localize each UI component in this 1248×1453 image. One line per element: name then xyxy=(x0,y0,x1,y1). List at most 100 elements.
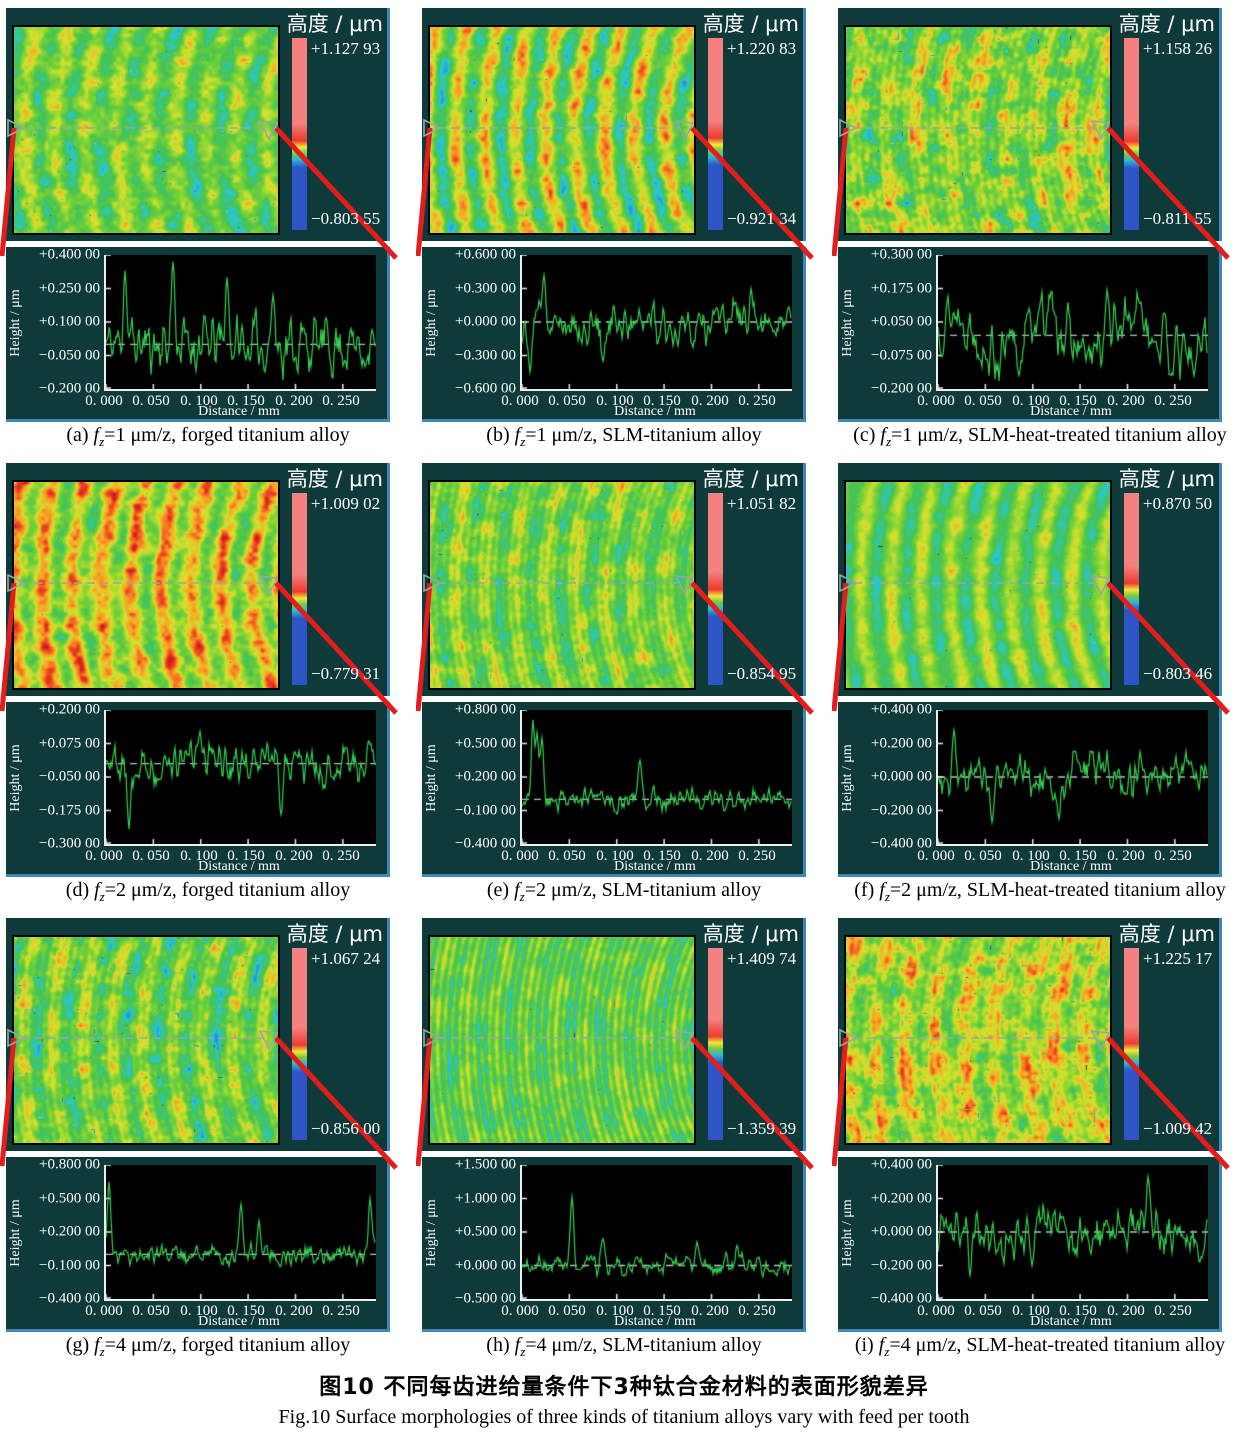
height-map-block: 高度 / μm +1.158 26 −0.811 55 xyxy=(838,8,1222,241)
colorbar-max-label: +1.225 17 xyxy=(1143,949,1213,968)
colorbar-max-label: +1.067 24 xyxy=(311,949,381,968)
x-tick-label: 0. 100 xyxy=(596,1303,634,1319)
x-tick-label: 0. 050 xyxy=(132,393,170,409)
profile-x-axis-title: Distance / mm xyxy=(198,859,280,874)
y-tick-label: +0.300 00 xyxy=(871,246,932,263)
caption-variable: f xyxy=(514,424,521,446)
profile-block: Height / μm +0.300 00 +0.175 00 +0.050 0… xyxy=(838,247,1222,422)
x-tick-label: 0. 000 xyxy=(85,848,123,864)
caption-label: (c) xyxy=(853,424,881,446)
y-tick-label: +0.400 00 xyxy=(871,1156,932,1173)
height-map-block: 高度 / μm +1.409 74 −1.359 39 xyxy=(422,918,806,1151)
profile-x-axis: 0. 000 0. 050 0. 100 0. 150 0. 200 0. 25… xyxy=(917,1303,1208,1319)
profile-plot xyxy=(936,710,1208,846)
colorbar xyxy=(292,948,307,1140)
y-tick-label: −0.075 00 xyxy=(871,347,932,363)
x-tick-label: 0. 050 xyxy=(548,848,586,864)
caption-text: =2 μm/z, forged titanium alloy xyxy=(104,879,351,901)
figure-panel: 高度 / μm +1.009 02 −0.779 31 Height / μm … xyxy=(0,455,416,910)
y-tick-label: +0.800 00 xyxy=(39,1156,100,1173)
profile-x-axis-title: Distance / mm xyxy=(1030,859,1112,874)
profile-plot xyxy=(104,255,376,391)
colorbar-min-label: −0.811 55 xyxy=(1143,209,1212,228)
profile-x-axis-title: Distance / mm xyxy=(1030,404,1112,419)
y-tick-label: +0.175 00 xyxy=(871,280,932,296)
colorbar-min-label: −1.359 39 xyxy=(727,1119,797,1138)
x-tick-label: 0. 050 xyxy=(548,1303,586,1319)
y-tick-label: +0.200 00 xyxy=(39,701,100,718)
y-tick-label: −0.300 00 xyxy=(455,347,516,363)
x-tick-label: 0. 100 xyxy=(596,848,634,864)
profile-y-axis: +0.800 00 +0.500 00 +0.200 00 −0.100 00 … xyxy=(436,702,516,852)
caption-text: =1 μm/z, SLM-heat-treated titanium alloy xyxy=(891,424,1227,446)
surface-height-map xyxy=(12,25,280,235)
x-tick-label: 0. 150 xyxy=(227,1303,265,1319)
profile-line-canvas xyxy=(106,255,376,389)
x-tick-label: 0. 250 xyxy=(738,1303,776,1319)
caption-text: =1 μm/z, forged titanium alloy xyxy=(104,424,350,446)
colorbar xyxy=(708,38,723,230)
caption-text: =4 μm/z, SLM-heat-treated titanium alloy xyxy=(889,1334,1226,1356)
caption-variable: f xyxy=(878,1334,885,1356)
profile-plot xyxy=(104,1165,376,1301)
profile-y-axis: +0.400 00 +0.200 00 +0.000 00 −0.200 00 … xyxy=(852,1157,932,1307)
x-tick-label: 0. 050 xyxy=(132,848,170,864)
y-tick-label: +0.500 00 xyxy=(39,1190,100,1206)
y-tick-label: +0.200 00 xyxy=(871,1190,932,1206)
x-tick-label: 0. 150 xyxy=(643,848,681,864)
colorbar-max-label: +0.870 50 xyxy=(1143,494,1213,513)
x-tick-label: 0. 100 xyxy=(180,393,218,409)
profile-x-axis-title: Distance / mm xyxy=(614,859,696,874)
y-tick-label: −0.200 00 xyxy=(871,1257,932,1273)
caption-variable: f xyxy=(879,879,885,901)
colorbar xyxy=(292,493,307,685)
figure-panel: 高度 / μm +1.220 83 −0.921 34 Height / μm … xyxy=(416,0,832,455)
x-tick-label: 0. 000 xyxy=(917,1303,955,1319)
y-tick-label: −0.175 00 xyxy=(39,802,100,818)
profile-plot xyxy=(936,1165,1208,1301)
y-tick-label: −0.050 00 xyxy=(39,347,100,363)
figure-panel: 高度 / μm +1.225 17 −1.009 42 Height / μm … xyxy=(832,910,1248,1365)
profile-y-axis: +0.800 00 +0.500 00 +0.200 00 −0.100 00 … xyxy=(20,1157,100,1307)
x-tick-label: 0. 000 xyxy=(501,848,539,864)
colorbar-title: 高度 / μm xyxy=(1118,922,1215,946)
profile-y-axis: +1.500 00 +1.000 00 +0.500 00 +0.000 00 … xyxy=(436,1157,516,1307)
x-tick-label: 0. 050 xyxy=(964,1303,1002,1319)
colorbar-min-label: −0.803 55 xyxy=(311,209,381,228)
caption-label: (e) xyxy=(486,879,515,901)
caption-text: =4 μm/z, forged titanium alloy xyxy=(104,1334,351,1356)
y-tick-label: +1.500 00 xyxy=(455,1156,516,1173)
profile-plot xyxy=(104,710,376,846)
colorbar xyxy=(708,493,723,685)
y-tick-label: −0.400 00 xyxy=(871,1290,932,1307)
caption-label: (f) xyxy=(854,879,880,901)
y-tick-label: +0.200 00 xyxy=(871,735,932,751)
x-tick-label: 0. 050 xyxy=(548,393,586,409)
profile-line-canvas xyxy=(106,710,376,844)
x-tick-label: 0. 250 xyxy=(322,393,360,409)
profile-x-axis: 0. 000 0. 050 0. 100 0. 150 0. 200 0. 25… xyxy=(85,1303,376,1319)
x-tick-label: 0. 000 xyxy=(917,848,955,864)
caption-variable: f xyxy=(514,879,520,901)
colorbar-title: 高度 / μm xyxy=(702,12,799,36)
height-map-block: 高度 / μm +0.870 50 −0.803 46 xyxy=(838,463,1222,696)
colorbar xyxy=(1124,38,1139,230)
caption-label: (g) xyxy=(65,1334,95,1356)
x-tick-label: 0. 250 xyxy=(322,1303,360,1319)
colorbar-max-label: +1.220 83 xyxy=(727,39,797,58)
caption-subscript: z xyxy=(885,434,891,449)
y-tick-label: −0.500 00 xyxy=(455,1290,516,1307)
panel-caption: (d) fz=2 μm/z, forged titanium alloy xyxy=(0,879,416,905)
x-tick-label: 0. 000 xyxy=(85,393,123,409)
profile-y-axis: +0.300 00 +0.175 00 +0.050 00 −0.075 00 … xyxy=(852,247,932,397)
height-map-block: 高度 / μm +1.051 82 −0.854 95 xyxy=(422,463,806,696)
panel-caption: (f) fz=2 μm/z, SLM-heat-treated titanium… xyxy=(832,879,1248,905)
panel-caption: (a) fz=1 μm/z, forged titanium alloy xyxy=(0,424,416,450)
y-tick-label: +0.800 00 xyxy=(455,701,516,718)
x-tick-label: 0. 200 xyxy=(691,848,729,864)
profile-block: Height / μm +1.500 00 +1.000 00 +0.500 0… xyxy=(422,1157,806,1332)
profile-block: Height / μm +0.800 00 +0.500 00 +0.200 0… xyxy=(6,1157,390,1332)
panel-caption: (e) fz=2 μm/z, SLM-titanium alloy xyxy=(416,879,832,905)
x-tick-label: 0. 000 xyxy=(85,1303,123,1319)
y-tick-label: −0.100 00 xyxy=(455,802,516,818)
